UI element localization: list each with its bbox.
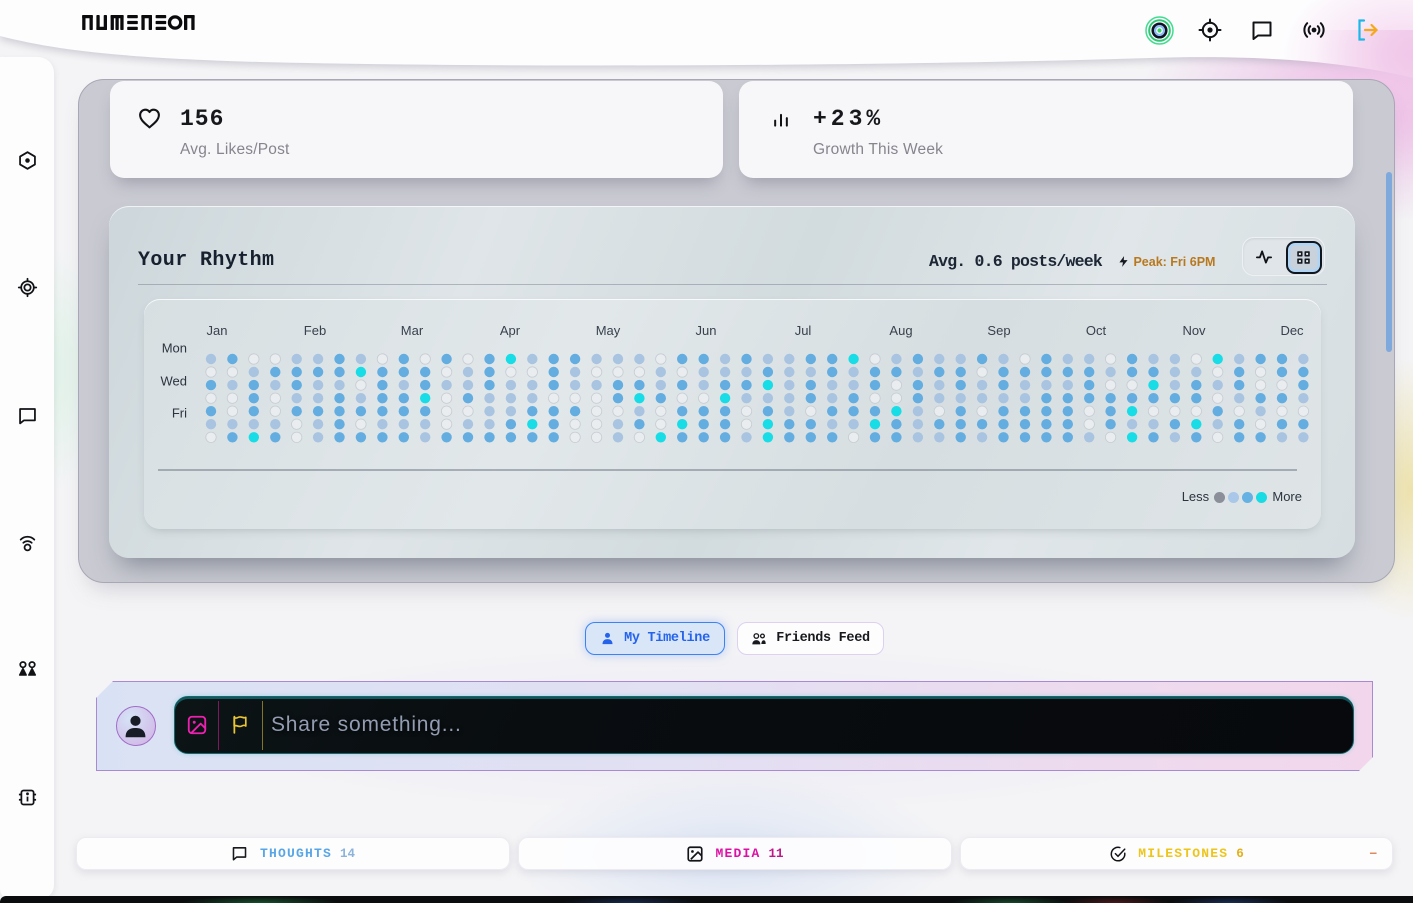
svg-text:Dec: Dec (1280, 323, 1304, 338)
svg-text:Mar: Mar (401, 323, 424, 338)
svg-text:Jul: Jul (795, 323, 812, 338)
svg-text:Feb: Feb (304, 323, 326, 338)
svg-text:Wed: Wed (161, 374, 188, 389)
svg-text:Oct: Oct (1086, 323, 1107, 338)
svg-text:May: May (596, 323, 621, 338)
svg-text:Jun: Jun (696, 323, 717, 338)
svg-text:Apr: Apr (500, 323, 521, 338)
svg-text:Fri: Fri (172, 406, 187, 421)
svg-text:Aug: Aug (889, 323, 912, 338)
svg-text:Jan: Jan (207, 323, 228, 338)
svg-text:Sep: Sep (987, 323, 1010, 338)
svg-text:Mon: Mon (162, 341, 187, 356)
svg-text:Nov: Nov (1182, 323, 1206, 338)
